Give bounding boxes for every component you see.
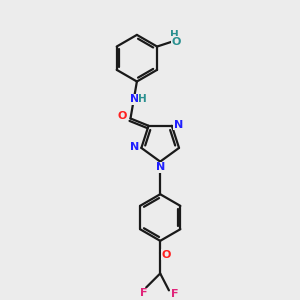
Text: N: N: [130, 142, 140, 152]
Text: O: O: [118, 111, 127, 121]
Text: H: H: [138, 94, 147, 104]
Text: H: H: [170, 30, 179, 40]
Text: N: N: [174, 120, 183, 130]
Text: O: O: [162, 250, 171, 260]
Text: O: O: [172, 37, 181, 47]
Text: N: N: [130, 94, 139, 104]
Text: N: N: [156, 162, 166, 172]
Text: F: F: [171, 289, 178, 299]
Text: F: F: [140, 288, 148, 298]
